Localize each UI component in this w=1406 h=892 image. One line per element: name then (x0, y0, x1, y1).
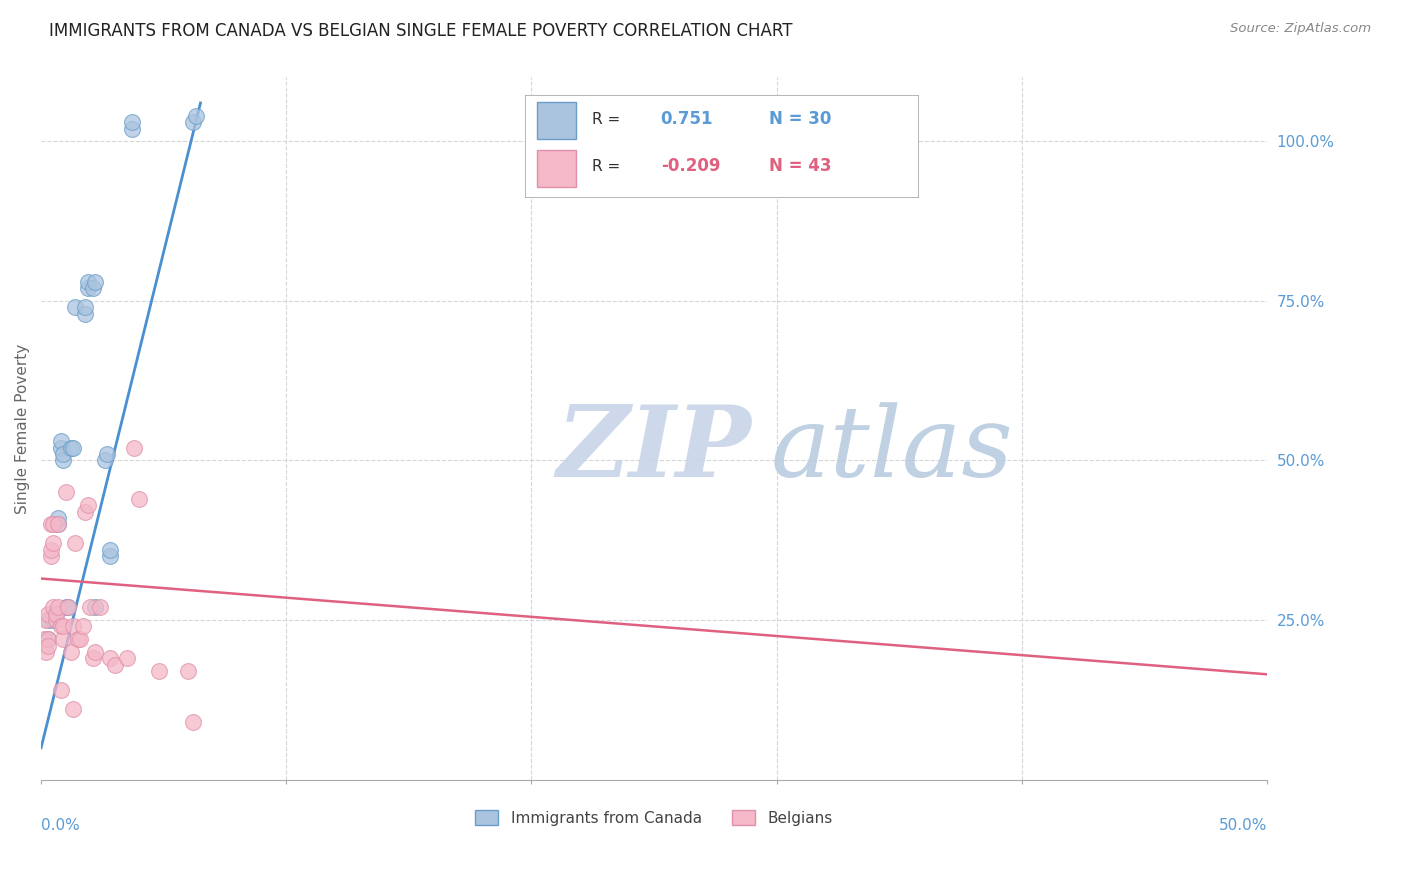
Point (49, 434, 72, 449)
Point (76, 498, 98, 512)
Point (49, 441, 72, 455)
Point (62, 619, 84, 633)
Point (49, 683, 72, 698)
Text: atlas: atlas (770, 402, 1014, 497)
Point (98, 542, 121, 557)
Y-axis label: Single Female Poverty: Single Female Poverty (15, 343, 30, 514)
Point (177, 664, 200, 678)
Point (121, 121, 143, 136)
Point (82, 281, 104, 295)
Point (55, 600, 77, 615)
Point (59, 645, 82, 659)
Point (84, 600, 107, 615)
Point (42, 517, 65, 532)
Point (72, 619, 94, 633)
Point (66, 632, 89, 647)
Point (52, 453, 75, 467)
Point (128, 491, 150, 506)
Point (45, 613, 67, 627)
Point (35, 645, 58, 659)
Point (76, 275, 98, 289)
Point (76, 281, 98, 295)
Point (75, 307, 97, 321)
Legend: Immigrants from Canada, Belgians: Immigrants from Canada, Belgians (470, 804, 839, 831)
Point (37, 632, 59, 647)
Point (46, 511, 69, 525)
Point (37, 607, 59, 621)
Point (115, 651, 138, 665)
Point (32, 632, 55, 647)
Point (89, 600, 111, 615)
Point (56, 600, 79, 615)
Point (42, 600, 65, 615)
Point (42, 536, 65, 550)
Point (96, 447, 118, 461)
Point (79, 600, 101, 615)
Point (124, 441, 146, 455)
Point (39, 542, 62, 557)
Point (82, 651, 104, 665)
Text: ZIP: ZIP (555, 401, 751, 498)
Point (84, 645, 107, 659)
Point (37, 632, 59, 647)
Point (56, 600, 79, 615)
Point (42, 613, 65, 627)
Point (65, 536, 87, 550)
Point (98, 549, 121, 564)
Point (45, 607, 67, 621)
Point (184, 109, 207, 123)
Point (181, 115, 204, 129)
Point (46, 517, 69, 532)
Text: IMMIGRANTS FROM CANADA VS BELGIAN SINGLE FEMALE POVERTY CORRELATION CHART: IMMIGRANTS FROM CANADA VS BELGIAN SINGLE… (49, 22, 793, 40)
Text: 50.0%: 50.0% (1219, 818, 1267, 833)
Point (69, 632, 91, 647)
Point (59, 441, 82, 455)
Point (45, 607, 67, 621)
Point (62, 441, 84, 455)
Point (39, 517, 62, 532)
Point (65, 300, 87, 314)
Point (39, 549, 62, 564)
Point (148, 664, 170, 678)
Point (84, 275, 107, 289)
Point (94, 453, 117, 467)
Point (55, 485, 77, 500)
Point (49, 619, 72, 633)
Point (35, 613, 58, 627)
Point (52, 619, 75, 633)
Point (104, 657, 127, 672)
Text: Source: ZipAtlas.com: Source: ZipAtlas.com (1230, 22, 1371, 36)
Point (75, 504, 97, 518)
Point (46, 600, 69, 615)
Point (62, 702, 84, 716)
Point (121, 115, 143, 129)
Point (52, 447, 75, 461)
Point (37, 613, 59, 627)
Point (37, 639, 59, 653)
Point (98, 651, 121, 665)
Point (75, 300, 97, 314)
Point (181, 715, 204, 730)
Point (46, 517, 69, 532)
Text: 0.0%: 0.0% (41, 818, 80, 833)
Point (52, 632, 75, 647)
